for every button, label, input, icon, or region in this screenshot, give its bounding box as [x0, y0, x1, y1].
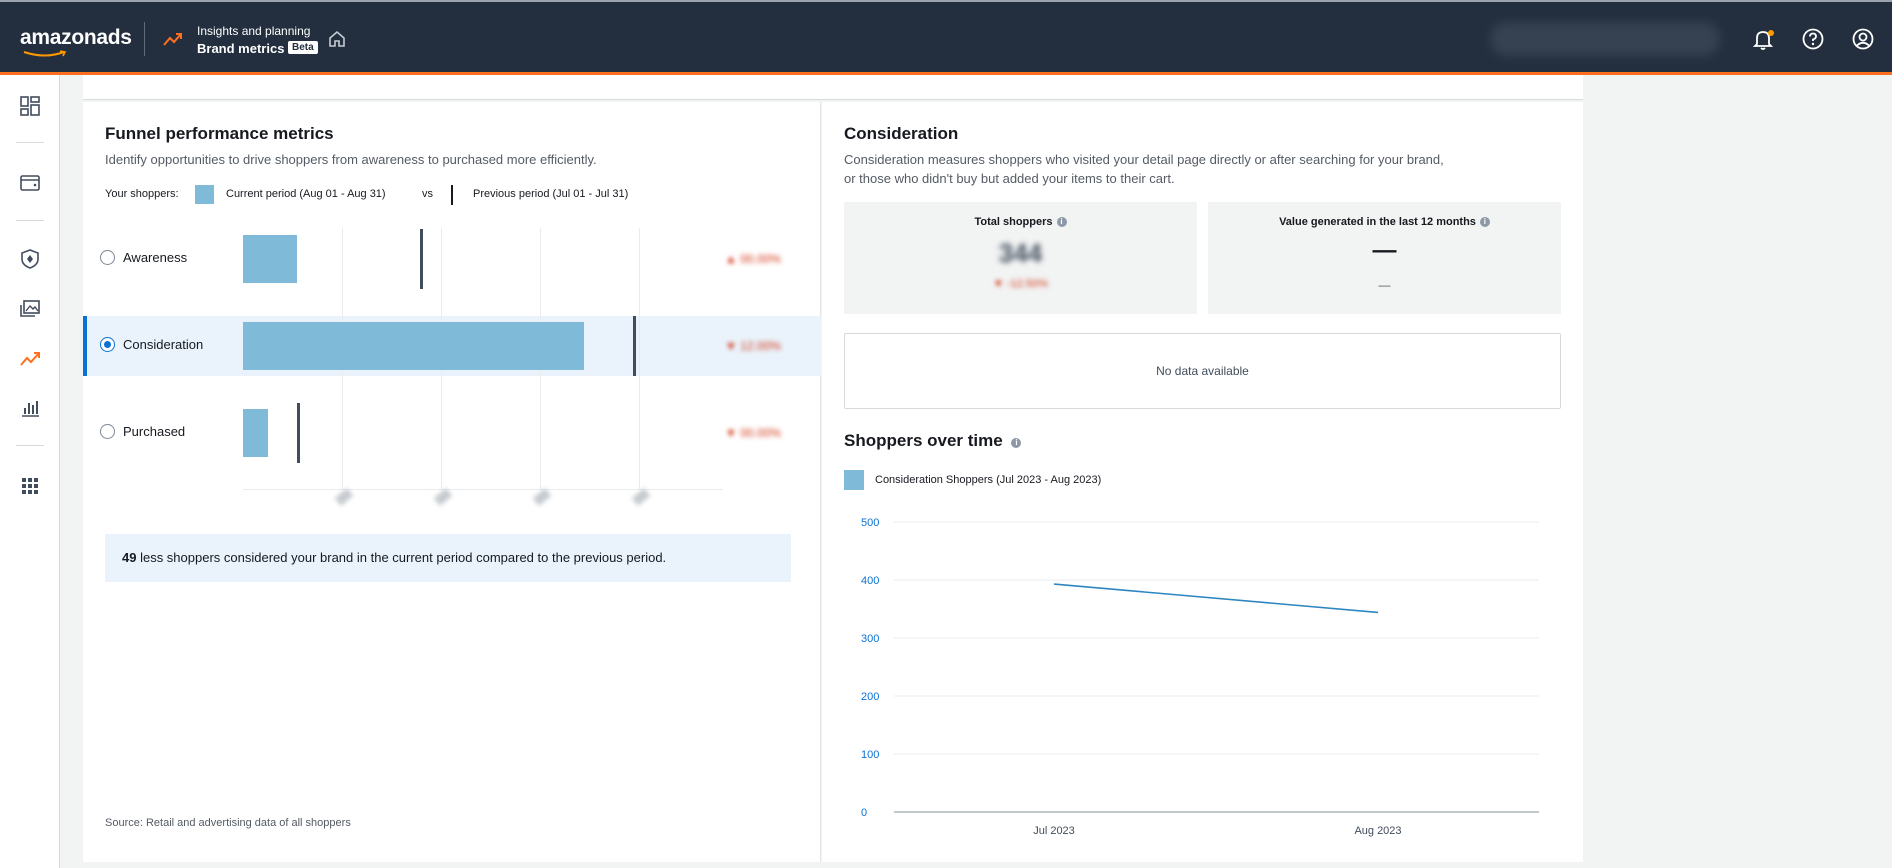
top-navigation-bar: amazonads Insights and planning Brand me… [0, 0, 1892, 72]
purchased-radio[interactable] [100, 424, 115, 439]
shoppers-over-time-title: Shoppers over time i [844, 431, 1022, 451]
current-period-swatch [195, 185, 214, 204]
consideration-change-blurred: ▼ 12.00% [725, 339, 781, 353]
app-title: Brand metrics [197, 41, 285, 56]
info-icon[interactable]: i [1011, 438, 1022, 448]
funnel-axis-tick-blurred [433, 488, 453, 506]
rail-divider [16, 445, 44, 446]
kpi-total-label: Total shoppers i [844, 216, 1197, 228]
awareness-label[interactable]: Awareness [123, 250, 188, 265]
y-tick-label: 200 [861, 691, 879, 703]
y-tick-label: 400 [861, 575, 879, 587]
app-subtitle: Insights and planning [197, 24, 311, 38]
insight-sentence: less shoppers considered your brand in t… [136, 550, 667, 565]
awareness-current-bar [243, 235, 297, 283]
x-tick-label: Jul 2023 [1033, 825, 1075, 837]
previous-section-edge [83, 75, 1583, 100]
insight-text: 49 less shoppers considered your brand i… [122, 550, 666, 565]
shoppers-line-chart: 0 100 200 300 400 500 Jul 2023 Aug 2023 [861, 517, 1539, 837]
funnel-axis [243, 489, 723, 490]
kpi-total-change-blurred: ▼ -12.50% [993, 278, 1048, 290]
insight-count: 49 [122, 550, 137, 565]
funnel-title: Funnel performance metrics [105, 124, 334, 143]
funnel-axis-tick-blurred [631, 488, 651, 506]
reports-bar-chart-icon[interactable] [19, 397, 41, 419]
y-tick-label: 100 [861, 749, 879, 761]
no-data-box: No data available [844, 333, 1561, 409]
legend-prefix: Your shoppers: [105, 188, 179, 200]
series-line[interactable] [1053, 583, 1379, 614]
legend-vs: vs [422, 188, 433, 200]
legend-current: Current period (Aug 01 - Aug 31) [226, 188, 386, 200]
header-accent-line [0, 72, 1892, 75]
legend-previous: Previous period (Jul 01 - Jul 31) [473, 188, 629, 200]
purchased-change-blurred: ▼ 00.00% [725, 426, 781, 440]
data-source-note: Source: Retail and advertising data of a… [105, 817, 351, 829]
kpi-value-sub: — [1378, 278, 1391, 292]
insights-trend-icon[interactable] [19, 348, 41, 370]
user-profile-icon[interactable] [1851, 27, 1875, 51]
info-icon[interactable]: i [1056, 217, 1067, 227]
consideration-label[interactable]: Consideration [123, 337, 204, 352]
apps-grid-icon[interactable] [19, 475, 41, 497]
awareness-radio[interactable] [100, 250, 115, 265]
consideration-panel: Consideration Consideration measures sho… [822, 102, 1583, 862]
kpi-total-label-text: Total shoppers [974, 216, 1053, 228]
account-selector[interactable] [1490, 22, 1720, 56]
shield-icon[interactable] [19, 248, 41, 270]
wallet-icon[interactable] [19, 172, 41, 194]
funnel-axis-tick-blurred [334, 488, 354, 506]
funnel-performance-panel: Funnel performance metrics Identify oppo… [83, 102, 821, 862]
funnel-gridline [639, 228, 640, 490]
previous-period-marker [451, 185, 453, 205]
awareness-change-blurred: ▲ 00.00% [725, 252, 781, 266]
y-tick-label: 500 [861, 517, 879, 529]
help-icon[interactable] [1801, 27, 1825, 51]
beta-badge: Beta [288, 41, 318, 54]
left-navigation-rail [0, 75, 60, 868]
amazon-ads-logo[interactable]: amazonads [20, 26, 132, 49]
purchased-current-bar [243, 409, 268, 457]
consideration-title: Consideration [844, 124, 959, 143]
kpi-value-main: — [1372, 237, 1397, 264]
logo-smile-icon [23, 50, 67, 57]
home-icon[interactable] [327, 29, 347, 49]
y-tick-label: 0 [861, 807, 867, 819]
consideration-current-bar [243, 322, 584, 370]
chart-legend-label: Consideration Shoppers (Jul 2023 - Aug 2… [875, 474, 1102, 486]
no-data-text: No data available [1156, 364, 1249, 378]
consideration-previous-marker [633, 316, 636, 376]
header-divider [144, 22, 145, 56]
insight-callout: 49 less shoppers considered your brand i… [105, 534, 791, 582]
kpi-total-value-blurred: 344 [998, 238, 1043, 268]
purchased-previous-marker [297, 403, 300, 463]
kpi-value-generated: Value generated in the last 12 months i —… [1208, 202, 1561, 314]
awareness-previous-marker [420, 229, 423, 289]
x-tick-label: Aug 2023 [1354, 825, 1401, 837]
info-icon[interactable]: i [1479, 217, 1490, 227]
rail-divider [16, 220, 44, 221]
kpi-value-label-text: Value generated in the last 12 months [1279, 216, 1476, 228]
media-library-icon[interactable] [19, 298, 41, 320]
purchased-label[interactable]: Purchased [123, 424, 186, 439]
notification-bell-icon[interactable] [1751, 27, 1775, 51]
kpi-total-shoppers: Total shoppers i 344 ▼ -12.50% [844, 202, 1197, 314]
consideration-description: Consideration measures shoppers who visi… [844, 152, 1444, 186]
rail-divider [16, 142, 44, 143]
consideration-radio[interactable] [100, 337, 115, 352]
kpi-value-label: Value generated in the last 12 months i [1208, 216, 1561, 228]
shoppers-over-time-title-text: Shoppers over time [844, 431, 1003, 450]
dashboard-icon[interactable] [19, 95, 41, 117]
series-swatch [844, 470, 864, 490]
funnel-description: Identify opportunities to drive shoppers… [105, 152, 597, 167]
trend-icon [163, 33, 182, 46]
y-tick-label: 300 [861, 633, 879, 645]
funnel-axis-tick-blurred [532, 488, 552, 506]
